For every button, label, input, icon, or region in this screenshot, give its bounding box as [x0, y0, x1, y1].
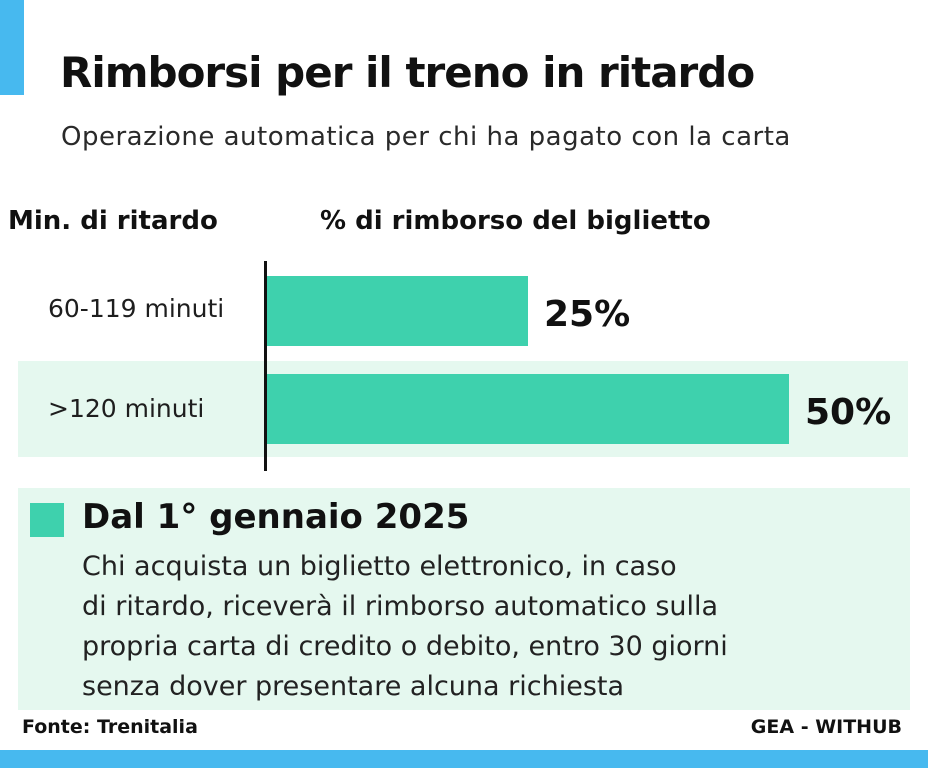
note-box: [18, 488, 910, 710]
chart-subtitle: Operazione automatica per chi ha pagato …: [61, 122, 791, 152]
note-title: Dal 1° gennaio 2025: [82, 497, 470, 537]
note-bullet-square: [30, 503, 64, 537]
bar-value-label-1: 25%: [544, 294, 631, 335]
top-accent-bar: [0, 0, 24, 95]
bar-over-120-minuti: [267, 374, 789, 444]
note-line-3: propria carta di credito o debito, entro…: [82, 631, 728, 662]
note-text: Chi acquista un biglietto elettronico, i…: [82, 547, 902, 707]
category-label-1: 60-119 minuti: [48, 294, 225, 323]
credit-text: GEA - WITHUB: [750, 716, 902, 738]
note-line-1: Chi acquista un biglietto elettronico, i…: [82, 551, 677, 582]
category-label-2: >120 minuti: [48, 394, 205, 423]
chart-axis-line: [264, 261, 267, 471]
source-text: Fonte: Trenitalia: [22, 716, 198, 738]
note-line-2: di ritardo, riceverà il rimborso automat…: [82, 591, 719, 622]
note-line-4: senza dover presentare alcuna richiesta: [82, 671, 625, 702]
bar-60-119-minuti: [267, 276, 528, 346]
bar-value-label-2: 50%: [805, 392, 892, 433]
value-column-header: % di rimborso del biglietto: [320, 206, 711, 236]
category-column-header: Min. di ritardo: [8, 206, 218, 236]
chart-title: Rimborsi per il treno in ritardo: [60, 48, 755, 97]
bottom-accent-strip: [0, 750, 928, 768]
